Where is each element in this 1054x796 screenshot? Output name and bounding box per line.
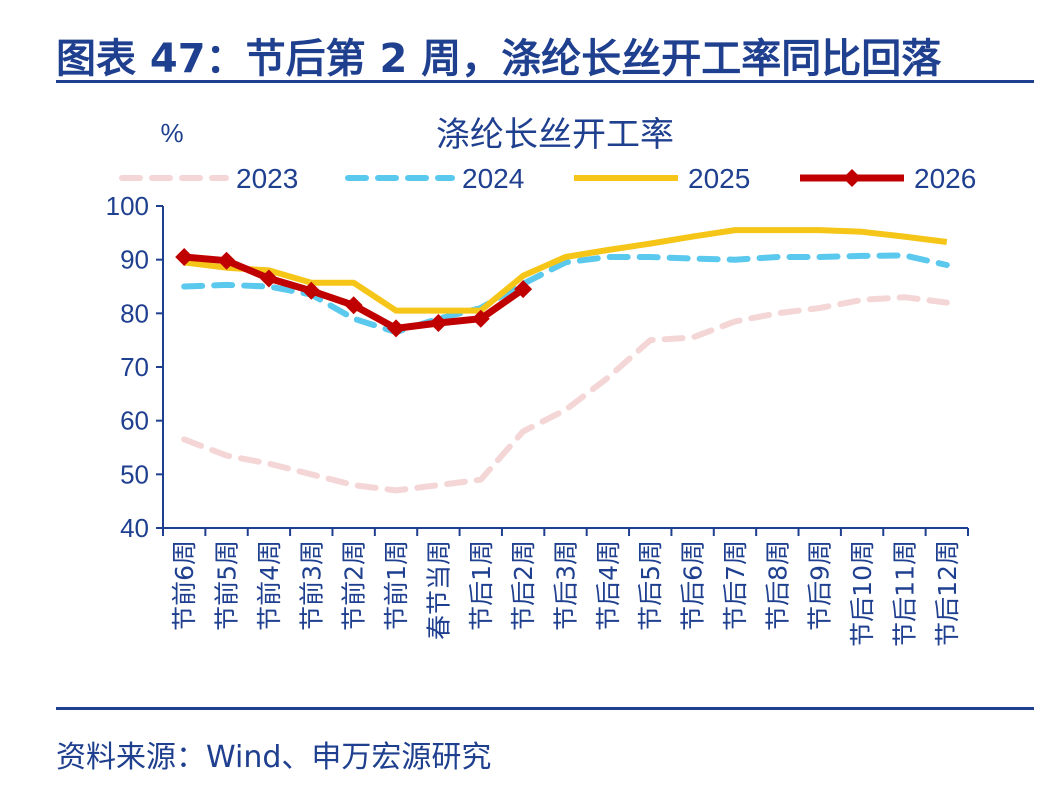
legend-label-2025: 2025 — [688, 163, 750, 194]
x-tick-label: 节前4周 — [255, 540, 284, 631]
data-point-2026 — [175, 247, 194, 266]
data-point-2026 — [429, 313, 448, 332]
x-tick-label: 节后1周 — [467, 540, 496, 631]
legend-marker-2026 — [843, 169, 861, 187]
line-chart: 涤纶长丝开工率 % 2023 2024 2025 2026 40 50 60 70 80 90 1… — [106, 115, 977, 647]
x-tick-label: 节后3周 — [552, 540, 581, 631]
x-tick-label: 节后11周 — [890, 540, 919, 647]
y-tick-label: 50 — [120, 459, 149, 489]
x-tick-label: 节前6周 — [170, 540, 199, 631]
x-tick-labels: 节前6周 节前5周 节前4周 节前3周 节前2周 节前1周 春节当周 节后1周 节后2周 节后3周… — [170, 540, 962, 647]
x-tick-label: 节后10周 — [848, 540, 877, 647]
series-line-2023 — [181, 294, 950, 494]
series-line-2024 — [181, 252, 950, 336]
y-tick-labels: 40 50 60 70 80 90 100 — [106, 191, 149, 543]
chart-title: 涤纶长丝开工率 — [436, 115, 674, 155]
x-tick-label: 节后7周 — [721, 540, 750, 631]
page-title: 图表 47：节后第 2 周，涤纶长丝开工率同比回落 — [56, 36, 942, 82]
data-point-2026 — [259, 269, 278, 288]
data-point-2026 — [514, 280, 533, 299]
data-point-2026 — [471, 309, 490, 328]
x-tick-label: 节后2周 — [509, 540, 538, 631]
y-tick-label: 80 — [120, 298, 149, 328]
data-point-2026 — [387, 319, 406, 338]
y-axis-unit: % — [160, 118, 183, 148]
legend-label-2026: 2026 — [914, 163, 976, 194]
x-tick-label: 节前2周 — [340, 540, 369, 631]
series-line-2025 — [183, 227, 948, 314]
x-tick-label: 节后4周 — [594, 540, 623, 631]
axes — [156, 205, 969, 536]
y-tick-label: 60 — [120, 406, 149, 436]
data-point-2026 — [344, 296, 363, 315]
data-point-2026 — [217, 251, 236, 270]
title-rule — [56, 80, 1034, 83]
x-tick-label: 节前1周 — [382, 540, 411, 631]
x-tick-label: 节后9周 — [806, 540, 835, 631]
series-group — [175, 227, 950, 494]
y-tick-label: 70 — [120, 352, 149, 382]
x-tick-label: 节后12周 — [933, 540, 962, 647]
y-tick-label: 90 — [120, 245, 149, 275]
y-tick-label: 100 — [106, 191, 149, 221]
source-rule — [56, 707, 1034, 710]
x-tick-label: 节后6周 — [679, 540, 708, 631]
legend: 2023 2024 2025 2026 — [119, 163, 976, 194]
series-line-2026 — [183, 253, 526, 332]
x-tick-label: 节后5周 — [636, 540, 665, 631]
x-tick-label: 节前3周 — [297, 540, 326, 631]
legend-label-2023: 2023 — [236, 163, 298, 194]
data-point-2026 — [302, 281, 321, 300]
source-note: 资料来源：Wind、申万宏源研究 — [56, 740, 492, 775]
x-tick-label: 节前5周 — [213, 540, 242, 631]
y-tick-label: 40 — [120, 513, 149, 543]
x-tick-label: 节后8周 — [763, 540, 792, 631]
x-tick-label: 春节当周 — [424, 540, 453, 640]
legend-label-2024: 2024 — [462, 163, 524, 194]
